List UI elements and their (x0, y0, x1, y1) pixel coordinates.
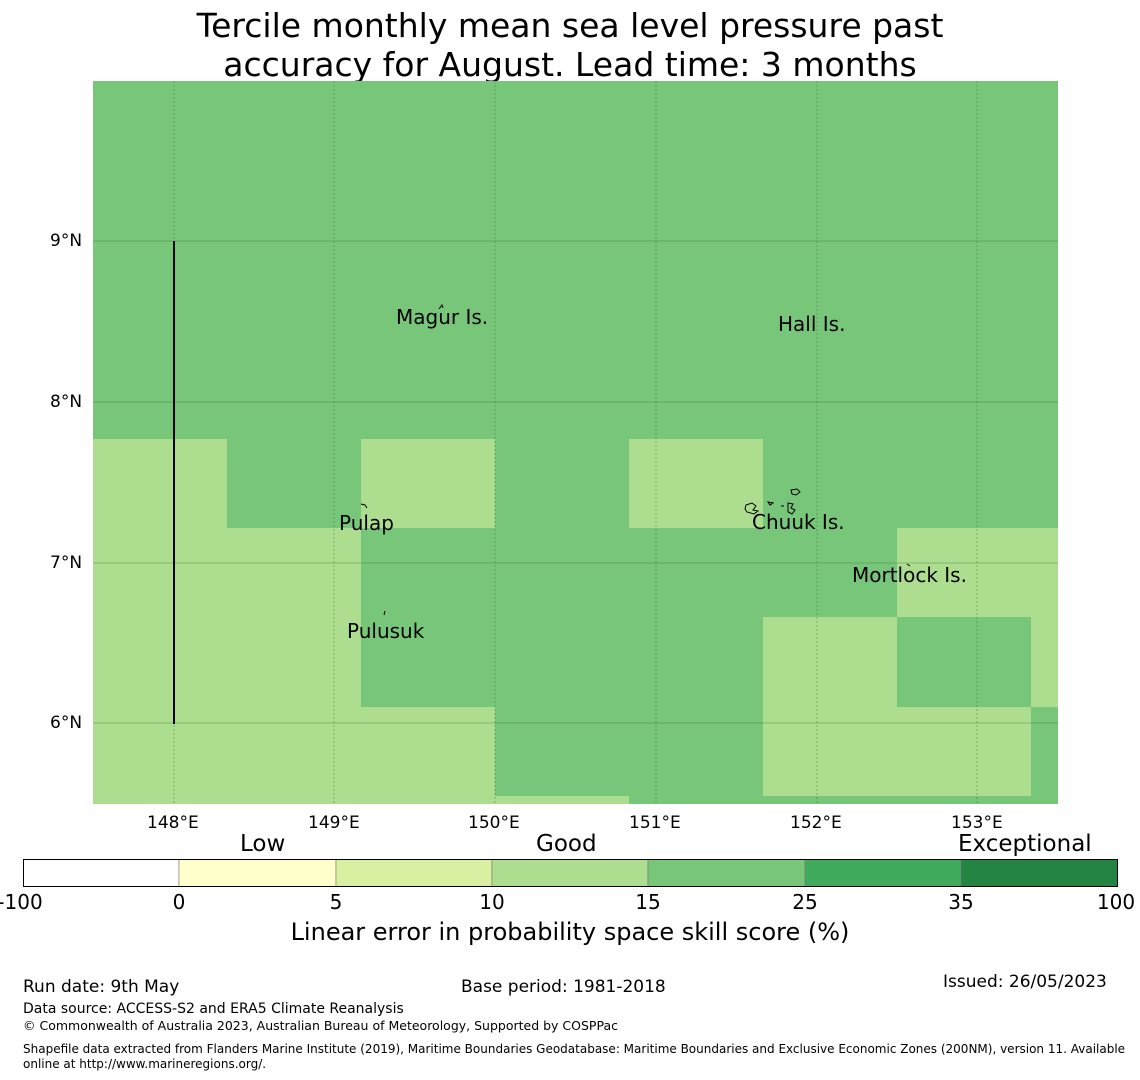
lon-label: 153°E (951, 813, 1003, 833)
place-label-chuuk: Chuuk Is. (752, 510, 845, 534)
grid-cell (361, 707, 495, 804)
lon-label: 151°E (629, 813, 681, 833)
island-outlines (360, 303, 911, 616)
issued-date: Issued: 26/05/2023 (943, 972, 1107, 992)
place-label-pulap: Pulap (339, 511, 394, 535)
copyright: © Commonwealth of Australia 2023, Austra… (23, 1018, 618, 1033)
light-cells (93, 439, 1058, 804)
colorbar-category-good: Good (536, 831, 597, 857)
data-source: Data source: ACCESS-S2 and ERA5 Climate … (23, 1001, 404, 1017)
colorbar-segment (335, 859, 493, 887)
pulap-island (360, 503, 368, 509)
grid-cell (897, 528, 1058, 617)
colorbar-category-low: Low (240, 831, 286, 857)
colorbar-segment (178, 859, 337, 887)
colorbar-tick: 10 (479, 890, 505, 914)
colorbar-tick: 0 (172, 890, 186, 914)
lon-label: 152°E (790, 813, 842, 833)
lon-label: 149°E (308, 813, 360, 833)
colorbar-segment (491, 859, 649, 887)
colorbar-tick: 35 (948, 890, 974, 914)
shapefile-credit-line-2: online at http://www.marineregions.org/. (23, 1057, 267, 1071)
colorbar-tick: -100 (0, 890, 43, 914)
mortlock-island (906, 563, 911, 567)
grid-cell (93, 439, 227, 804)
place-label-pulusuk: Pulusuk (347, 619, 425, 643)
shapefile-credit-line-1: Shapefile data extracted from Flanders M… (23, 1042, 1126, 1056)
lat-label: 7°N (50, 553, 83, 573)
grid-cell (897, 707, 1031, 796)
title-line-2: accuracy for August. Lead time: 3 months (223, 45, 917, 84)
colorbar-tick: 25 (792, 890, 818, 914)
gridlines (93, 81, 1058, 804)
grid-cell (629, 439, 763, 528)
lat-label: 6°N (50, 713, 83, 733)
colorbar-tick: 100 (1096, 890, 1136, 914)
grid-cell (361, 439, 495, 528)
magur-island (438, 303, 444, 310)
colorbar-frame (23, 859, 1118, 887)
colorbar-segment (647, 859, 806, 887)
place-label-mortlock: Mortlock Is. (852, 563, 967, 587)
grid-cell (227, 528, 361, 804)
grid-cell (763, 617, 897, 796)
map-title: Tercile monthly mean sea level pressure … (0, 6, 1140, 84)
grid-cell (495, 796, 629, 804)
colorbar-tick: 15 (635, 890, 661, 914)
lat-label: 9°N (50, 231, 83, 251)
grid-cell (1031, 617, 1058, 707)
place-label-magur: Magur Is. (396, 305, 489, 329)
colorbar (23, 859, 1118, 887)
place-label-hall: Hall Is. (778, 312, 846, 336)
pulusuk-island (383, 610, 386, 616)
lon-label: 150°E (468, 813, 520, 833)
colorbar-tick: 5 (329, 890, 343, 914)
colorbar-label: Linear error in probability space skill … (290, 918, 850, 946)
run-date: Run date: 9th May (23, 977, 180, 997)
chuuk-lagoon (744, 488, 801, 515)
colorbar-category-exceptional: Exceptional (958, 831, 1092, 857)
title-line-1: Tercile monthly mean sea level pressure … (196, 6, 944, 45)
colorbar-segment (23, 859, 180, 887)
lon-label: 148°E (147, 813, 199, 833)
lat-label: 8°N (50, 392, 83, 412)
base-period: Base period: 1981-2018 (461, 977, 666, 997)
colorbar-segment (804, 859, 962, 887)
colorbar-segment (960, 859, 1118, 887)
